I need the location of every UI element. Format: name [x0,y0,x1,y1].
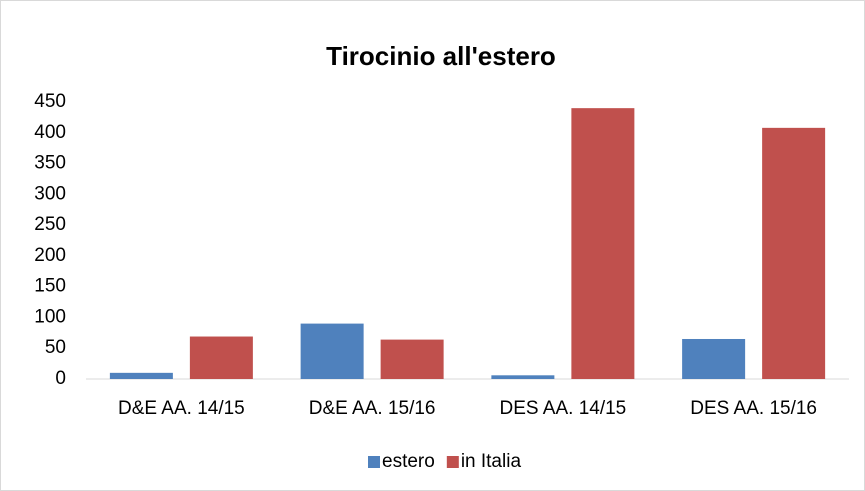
bar [571,108,635,380]
legend-label: estero [382,451,435,472]
y-tick-label: 50 [45,337,66,358]
bar [109,372,173,379]
y-tick-label: 450 [34,91,66,112]
bar [682,338,746,379]
chart-title: Tirocinio all'estero [326,41,556,71]
y-tick-label: 250 [34,214,66,235]
y-tick-label: 200 [34,245,66,266]
y-tick-label: 0 [55,368,66,389]
legend-label: in Italia [461,451,522,472]
x-tick-label: D&E AA. 14/15 [118,398,245,419]
bar [189,336,253,379]
y-tick-label: 350 [34,153,66,174]
legend-swatch [368,456,380,468]
y-tick-label: 150 [34,276,66,297]
legend-swatch [446,456,459,468]
x-tick-label: D&E AA. 15/16 [309,398,436,419]
y-tick-label: 400 [34,122,66,143]
bar [762,127,826,379]
y-tick-label: 100 [34,306,66,327]
bar [300,323,364,379]
x-tick-label: DES AA. 15/16 [690,398,817,419]
y-tick-label: 300 [34,183,66,204]
x-tick-label: DES AA. 14/15 [500,398,627,419]
bar [380,339,444,379]
bar [491,375,555,379]
